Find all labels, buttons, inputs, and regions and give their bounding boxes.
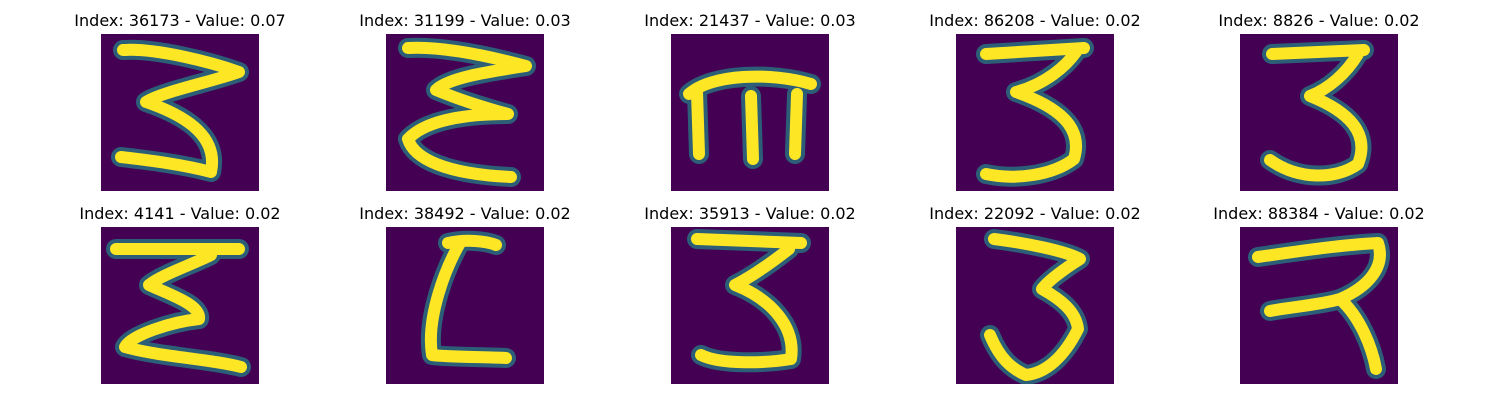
digit-image	[386, 34, 544, 191]
panel-index-8826: Index: 8826 - Value: 0.02	[1199, 10, 1439, 191]
panel-index-21437: Index: 21437 - Value: 0.03	[630, 10, 870, 191]
digit-image	[101, 34, 259, 191]
panel-title: Index: 35913 - Value: 0.02	[644, 204, 856, 223]
panel-index-31199: Index: 31199 - Value: 0.03	[345, 10, 585, 191]
glyph-stroke-core	[402, 41, 532, 183]
panel-title: Index: 22092 - Value: 0.02	[929, 204, 1141, 223]
panel-index-35913: Index: 35913 - Value: 0.02	[630, 203, 870, 384]
panel-index-4141: Index: 4141 - Value: 0.02	[60, 203, 300, 384]
glyph-stroke-core	[1264, 44, 1370, 182]
digit-image-svg	[956, 34, 1114, 191]
digit-image	[671, 227, 829, 384]
digit-image	[1240, 227, 1398, 384]
glyph-stroke-core	[110, 243, 247, 373]
panel-title: Index: 31199 - Value: 0.03	[359, 11, 571, 30]
panel-title: Index: 4141 - Value: 0.02	[79, 204, 281, 223]
digit-image-svg	[101, 227, 259, 384]
glyph-stroke-core	[691, 233, 807, 369]
glyph-stroke-core	[424, 234, 512, 364]
digit-image	[671, 34, 829, 191]
digit-image	[956, 34, 1114, 191]
digit-image-svg	[671, 34, 829, 191]
digit-image	[1240, 34, 1398, 191]
panel-title: Index: 86208 - Value: 0.02	[929, 11, 1141, 30]
panel-title: Index: 21437 - Value: 0.03	[644, 11, 856, 30]
glyph-stroke-core	[683, 70, 817, 165]
panel-title: Index: 38492 - Value: 0.02	[359, 204, 571, 223]
digit-image-svg	[386, 227, 544, 384]
digit-image-svg	[1240, 227, 1398, 384]
panel-title: Index: 8826 - Value: 0.02	[1218, 11, 1420, 30]
panel-index-38492: Index: 38492 - Value: 0.02	[345, 203, 585, 384]
glyph-stroke-core	[115, 43, 245, 178]
panel-index-86208: Index: 86208 - Value: 0.02	[915, 10, 1155, 191]
digit-image-svg	[956, 227, 1114, 384]
glyph-stroke-core	[1252, 237, 1386, 375]
digit-image-svg	[101, 34, 259, 191]
digit-image	[101, 227, 259, 384]
panel-index-36173: Index: 36173 - Value: 0.07	[60, 10, 300, 191]
panel-title: Index: 36173 - Value: 0.07	[74, 11, 286, 30]
digit-image-svg	[386, 34, 544, 191]
panel-title: Index: 88384 - Value: 0.02	[1213, 204, 1425, 223]
digit-image-svg	[1240, 34, 1398, 191]
panel-index-22092: Index: 22092 - Value: 0.02	[915, 203, 1155, 384]
glyph-stroke-core	[980, 42, 1090, 183]
digit-image-svg	[671, 227, 829, 384]
digit-image	[386, 227, 544, 384]
panel-index-88384: Index: 88384 - Value: 0.02	[1199, 203, 1439, 384]
glyph-stroke-core	[984, 233, 1086, 381]
digit-image	[956, 227, 1114, 384]
